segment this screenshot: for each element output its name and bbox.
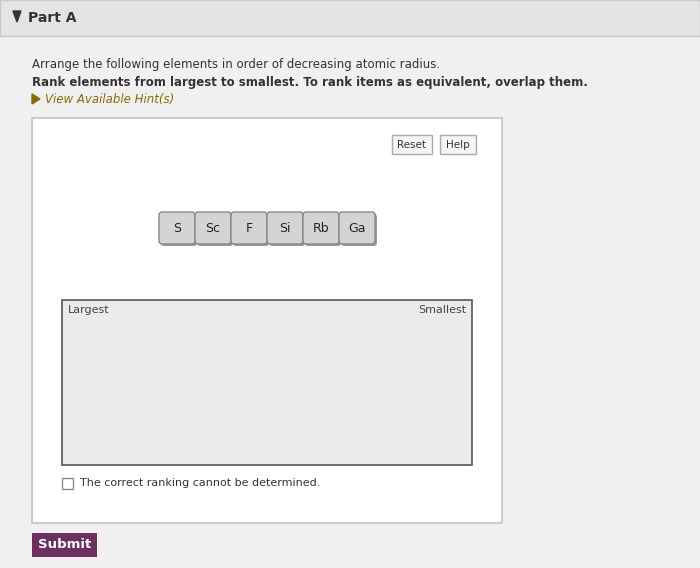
FancyBboxPatch shape xyxy=(267,212,303,244)
Text: Sc: Sc xyxy=(206,222,220,235)
Polygon shape xyxy=(32,94,40,104)
Text: Arrange the following elements in order of decreasing atomic radius.: Arrange the following elements in order … xyxy=(32,58,440,71)
Text: Ga: Ga xyxy=(349,222,365,235)
FancyBboxPatch shape xyxy=(195,212,231,244)
FancyBboxPatch shape xyxy=(305,214,341,246)
Bar xyxy=(0,0,700,36)
Text: Si: Si xyxy=(279,222,290,235)
FancyBboxPatch shape xyxy=(339,212,375,244)
FancyBboxPatch shape xyxy=(197,214,233,246)
Bar xyxy=(440,135,476,154)
Text: Submit: Submit xyxy=(38,538,91,552)
FancyBboxPatch shape xyxy=(341,214,377,246)
FancyBboxPatch shape xyxy=(159,212,195,244)
Bar xyxy=(32,533,97,557)
Text: Reset: Reset xyxy=(398,140,426,149)
Text: S: S xyxy=(173,222,181,235)
Bar xyxy=(62,300,472,465)
Polygon shape xyxy=(13,11,21,22)
Text: Rb: Rb xyxy=(313,222,329,235)
Text: The correct ranking cannot be determined.: The correct ranking cannot be determined… xyxy=(80,478,321,488)
FancyBboxPatch shape xyxy=(231,212,267,244)
FancyBboxPatch shape xyxy=(269,214,305,246)
Bar xyxy=(62,478,73,489)
Text: F: F xyxy=(246,222,253,235)
Text: View Available Hint(s): View Available Hint(s) xyxy=(45,93,174,106)
Text: Help: Help xyxy=(446,140,470,149)
Text: Smallest: Smallest xyxy=(418,305,466,315)
FancyBboxPatch shape xyxy=(303,212,339,244)
FancyBboxPatch shape xyxy=(161,214,197,246)
Bar xyxy=(32,118,502,523)
Text: Part A: Part A xyxy=(28,11,76,25)
FancyBboxPatch shape xyxy=(233,214,269,246)
Text: Rank elements from largest to smallest. To rank items as equivalent, overlap the: Rank elements from largest to smallest. … xyxy=(32,76,588,89)
Text: Largest: Largest xyxy=(68,305,110,315)
Bar xyxy=(392,135,432,154)
